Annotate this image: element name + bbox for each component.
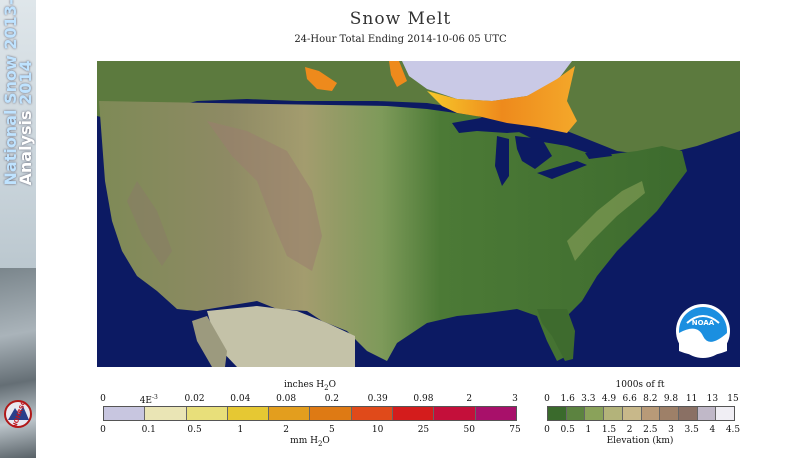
legend-tick-label: 8.2 — [643, 394, 658, 404]
snow-melt-region-west — [305, 67, 337, 91]
legend-tick-label: 0.5 — [560, 425, 575, 435]
noaa-logo-icon: NOAA — [676, 304, 730, 358]
sidebar-banner: National Snow 2013- Analysis 2014 NOHRSC — [0, 0, 36, 458]
legend-tick-label: 1.6 — [560, 394, 575, 404]
color-swatch — [393, 407, 435, 420]
color-swatch — [566, 407, 586, 420]
color-swatch — [678, 407, 698, 420]
legend-tick-label: 1 — [585, 425, 592, 435]
legend-tick-label: 9.8 — [663, 394, 679, 404]
snow-cover-region — [402, 61, 572, 101]
appalachians — [567, 181, 645, 261]
color-swatch — [716, 407, 735, 420]
legend-tick-label: 1.5 — [601, 425, 617, 435]
legend-tick-label: 0.02 — [184, 394, 205, 404]
legend-tick-label: 4E-3 — [139, 394, 158, 406]
mexico-land — [207, 306, 355, 367]
melt-legend-units-top: inches H2O — [240, 380, 380, 392]
legend-tick-label: 13 — [706, 394, 719, 404]
legend-tick-label: 0 — [544, 394, 550, 404]
legend-tick-label: 2 — [626, 425, 633, 435]
legend-tick-label: 25 — [417, 425, 430, 435]
sierra-nevada — [127, 181, 172, 266]
legend-tick-sup: -3 — [151, 394, 158, 401]
color-swatch — [585, 407, 605, 420]
map-subtitle: 24-Hour Total Ending 2014-10-06 05 UTC — [294, 34, 507, 45]
rocky-mountains — [207, 121, 322, 271]
legend-tick-label: 4 — [709, 425, 716, 435]
melt-units-bottom-text: mm H — [290, 436, 318, 446]
legend-tick-label: 0.98 — [413, 394, 434, 404]
canada-land — [97, 61, 740, 156]
lake-ontario — [585, 149, 612, 159]
lake-erie — [537, 161, 587, 179]
legend-tick-label: 4.9 — [601, 394, 617, 404]
legend-tick-label: 0.39 — [367, 394, 388, 404]
elev-legend-units-bottom: Elevation (km) — [606, 436, 674, 446]
color-swatch — [604, 407, 623, 420]
legend-tick-label: 6.6 — [622, 394, 637, 404]
elev-color-bar — [547, 406, 735, 421]
lake-huron — [515, 136, 552, 169]
color-swatch — [104, 407, 146, 420]
legend-tick-label: 0.04 — [230, 394, 251, 404]
color-swatch — [641, 407, 661, 420]
noaa-logo-text: NOAA — [692, 319, 715, 327]
melt-legend-units-bottom: mm H2O — [240, 436, 380, 448]
melt-units-top-sub: 2 — [324, 383, 329, 392]
melt-units-bottom-sub: 2 — [317, 439, 323, 448]
legend-tick-label: 15 — [727, 394, 739, 404]
color-swatch — [269, 407, 311, 420]
melt-units-bottom-end: O — [322, 436, 330, 446]
legend-tick-label: 0 — [100, 394, 106, 404]
color-swatch — [660, 407, 679, 420]
color-swatch — [697, 407, 717, 420]
color-swatch — [310, 407, 352, 420]
legend-tick-label: 3.5 — [684, 425, 699, 435]
legend-tick-label: 10 — [371, 425, 384, 435]
legend-tick-label: 3 — [668, 425, 674, 435]
legend-tick-label: 0 — [544, 425, 550, 435]
sidebar-line2-year: 2014 — [16, 60, 35, 105]
baja-peninsula — [192, 316, 227, 367]
melt-units-top-text: inches H — [283, 380, 325, 390]
color-swatch — [548, 407, 567, 420]
legend-tick-label: 0.2 — [324, 394, 340, 404]
legend-tick-label: 1 — [237, 425, 244, 435]
sidebar-line2: Analysis — [16, 110, 35, 186]
legend-tick-label: 75 — [509, 425, 521, 435]
legend-tick-label: 0.08 — [276, 394, 297, 404]
color-swatch — [351, 407, 394, 420]
legend-tick-label: 3.3 — [581, 394, 596, 404]
elev-legend-units-top: 1000s of ft — [615, 380, 665, 390]
legend-tick-label: 2 — [466, 394, 473, 404]
legend-tick-label: 4.5 — [725, 425, 741, 435]
snow-melt-region-north — [389, 61, 407, 87]
lake-superior — [452, 116, 537, 133]
nohrsc-logo-icon: NOHRSC — [4, 399, 32, 429]
color-swatch — [475, 407, 516, 420]
legend-tick-label: 2.5 — [643, 425, 658, 435]
snow-melt-region-east — [427, 66, 577, 133]
color-swatch — [434, 407, 476, 420]
florida — [537, 309, 575, 361]
legend-tick-label: 2 — [283, 425, 289, 435]
color-swatch — [186, 407, 228, 420]
color-swatch — [622, 407, 642, 420]
legend-tick-label: 50 — [463, 425, 475, 435]
melt-units-top-end: O — [328, 380, 337, 390]
legend-tick-label: 0.5 — [187, 425, 202, 435]
snow-melt-map: NOAA — [97, 61, 740, 367]
map-title: Snow Melt — [349, 9, 452, 29]
legend-tick-label: 11 — [685, 394, 698, 404]
lake-michigan — [495, 136, 509, 186]
color-swatch — [227, 407, 270, 420]
color-swatch — [145, 407, 187, 420]
legend-tick-label: 0.1 — [141, 425, 156, 435]
legend-tick-label: 3 — [512, 394, 518, 404]
melt-color-bar — [103, 406, 517, 421]
legend-tick-label: 5 — [329, 425, 335, 435]
legend-tick-label: 0 — [100, 425, 106, 435]
